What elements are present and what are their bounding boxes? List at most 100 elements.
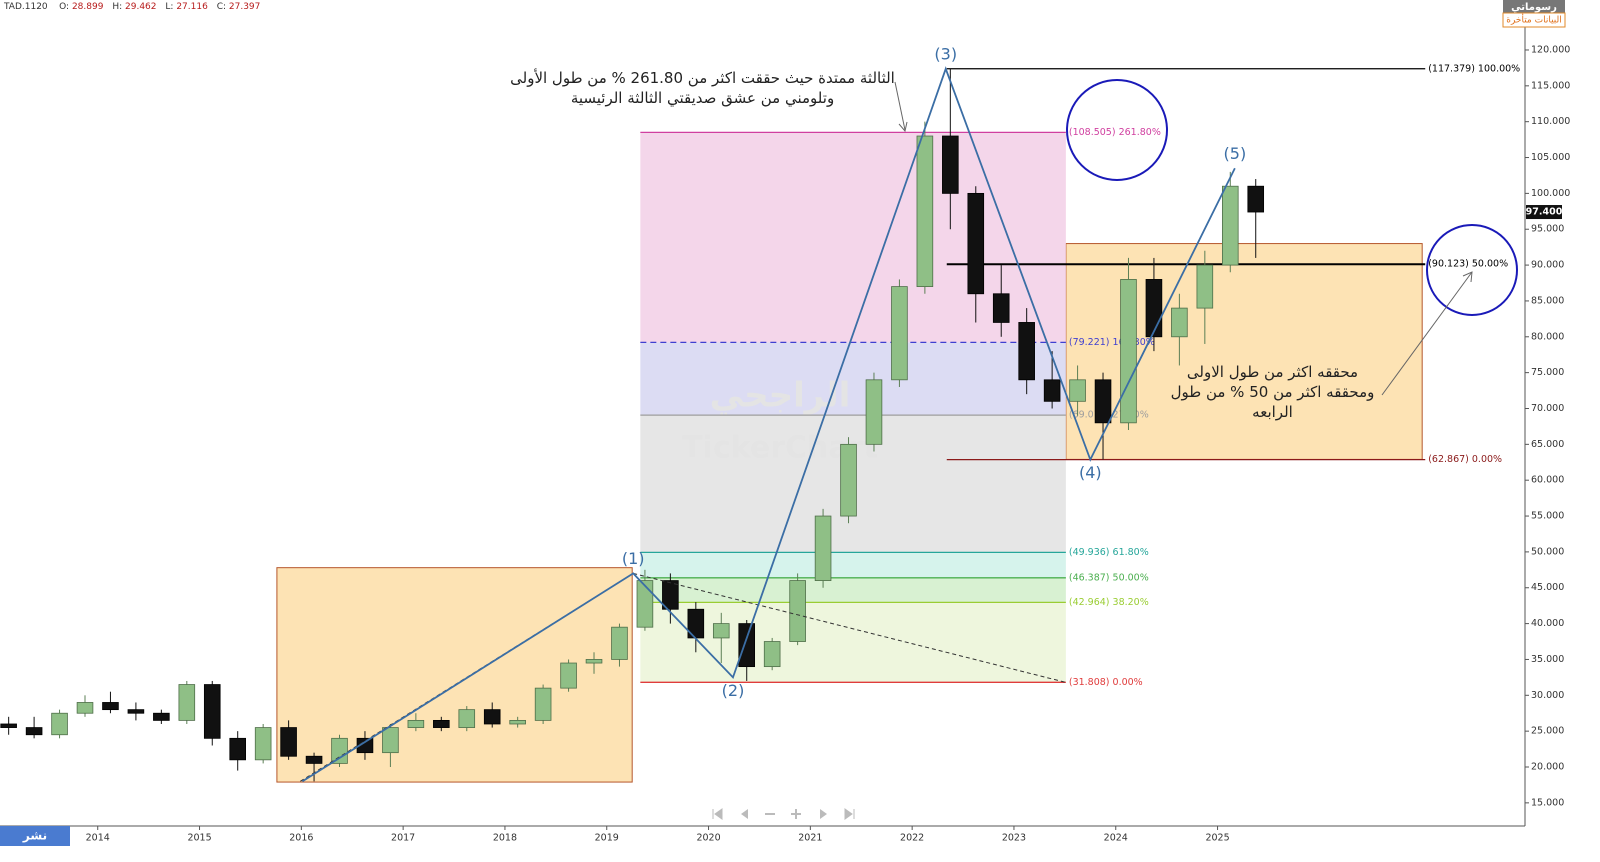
nav-last[interactable] — [844, 808, 855, 820]
candle-body — [840, 443, 857, 517]
candle-body — [611, 626, 628, 660]
wave-label: (5) — [1224, 144, 1247, 163]
badge — [1503, 0, 1565, 13]
x-tick-label: 2022 — [900, 833, 924, 844]
y-tick-label: 90.000 — [1531, 260, 1564, 271]
nav-zoom-in[interactable] — [791, 809, 801, 819]
x-tick-label: 2025 — [1205, 833, 1229, 844]
candle-body — [76, 702, 94, 714]
annotation: الثالثة ممتدة حيث حققت اكثر من 261.80 % … — [505, 68, 900, 108]
candle-body — [1094, 379, 1112, 424]
wave-label: (4) — [1079, 463, 1102, 482]
publish-button[interactable] — [0, 826, 70, 846]
candle-body — [763, 641, 781, 668]
y-tick-label: 85.000 — [1531, 295, 1564, 306]
ohlc-value: 29.462 — [125, 2, 157, 12]
y-tick-label: 50.000 — [1531, 546, 1564, 557]
arrow — [1381, 271, 1473, 396]
candle-body — [483, 709, 501, 725]
candle-body — [127, 709, 145, 714]
fib-label: (117.379) 100.00% — [1428, 63, 1520, 74]
annotation-line: الثالثة ممتدة حيث حققت اكثر من 261.80 % … — [510, 69, 895, 87]
arrow-head — [898, 121, 908, 133]
x-tick-label: 2016 — [289, 833, 313, 844]
ohlc-value: 28.899 — [71, 2, 104, 12]
y-tick-label: 105.000 — [1531, 152, 1570, 163]
fib-label: (90.123) 50.00% — [1428, 259, 1508, 270]
candle-body — [967, 192, 985, 295]
y-tick-label: 120.000 — [1531, 44, 1570, 55]
candle-body — [1018, 322, 1035, 381]
candle-body — [662, 580, 679, 610]
candle-body — [203, 684, 221, 739]
arrow — [894, 81, 906, 131]
fib-label: (46.387) 50.00% — [1069, 572, 1149, 583]
candle-body — [1120, 279, 1137, 424]
annotation-line: وتلومني من عشق صديقتي الثالثة الرئيسية — [570, 89, 835, 107]
y-tick-label: 80.000 — [1531, 331, 1564, 342]
candle-body — [51, 712, 68, 736]
x-tick-label: 2021 — [798, 833, 822, 844]
publish-label[interactable]: نشر — [22, 829, 47, 843]
candle-body — [1196, 264, 1214, 309]
ohlc-value: 27.116 — [176, 2, 208, 12]
candle-body — [229, 737, 246, 761]
nav-zoom-out[interactable] — [765, 813, 775, 815]
candle-body — [254, 727, 272, 761]
x-tick-label: 2017 — [391, 833, 415, 844]
candle-body — [712, 623, 730, 639]
y-tick-label: 30.000 — [1531, 690, 1564, 701]
candle-body — [331, 737, 348, 764]
nav-controls[interactable] — [712, 808, 855, 820]
candle-body — [153, 712, 170, 721]
y-tick-label: 70.000 — [1531, 403, 1564, 414]
candle-body — [25, 727, 43, 736]
watermark: الراجحي — [710, 376, 851, 416]
candle-body — [1247, 185, 1265, 213]
candle-body — [458, 709, 476, 728]
x-tick-label: 2019 — [595, 833, 619, 844]
ohlc-label: H: — [112, 2, 123, 12]
fib-label: (42.964) 38.20% — [1069, 597, 1149, 608]
range-box — [276, 567, 633, 783]
fib-label: (62.867) 0.00% — [1428, 454, 1502, 465]
candle-body — [992, 293, 1010, 323]
y-tick-label: 60.000 — [1531, 475, 1564, 486]
y-tick-label: 20.000 — [1531, 762, 1564, 773]
ohlc-label: C: — [216, 2, 227, 12]
candle-body — [636, 580, 654, 628]
candle-body — [509, 719, 526, 725]
candle-body — [560, 662, 577, 689]
candle-body — [1069, 379, 1086, 402]
y-tick-label: 115.000 — [1531, 80, 1570, 91]
candle-body — [1171, 307, 1188, 338]
y-tick-label: 100.000 — [1531, 188, 1570, 199]
fib-zone — [640, 577, 1066, 603]
wave-label: (2) — [722, 681, 745, 700]
annotation-line: محققه اكثر من طول الاولى — [1186, 363, 1359, 381]
header: TAD.1120 O: 28.899 H: 29.462 L: 27.116 C… — [4, 2, 266, 12]
nav-prev[interactable] — [741, 809, 748, 819]
x-tick-label: 2023 — [1002, 833, 1026, 844]
fib-label: (79.221) 161.80% — [1069, 337, 1155, 348]
candle-body — [407, 719, 425, 728]
candle-body — [891, 286, 908, 381]
nav-first[interactable] — [712, 808, 723, 820]
candle-body — [942, 135, 959, 194]
candle-body — [433, 719, 450, 728]
y-tick-label: 75.000 — [1531, 367, 1564, 378]
y-tick-label: 110.000 — [1531, 116, 1570, 127]
price-tag-label: 97.400 — [1526, 207, 1563, 218]
ohlc-label: O: — [59, 2, 70, 12]
delayed-box — [1502, 12, 1566, 28]
candle-body — [585, 659, 603, 664]
x-tick-label: 2018 — [493, 833, 517, 844]
range-box — [1065, 243, 1423, 460]
y-tick-label: 45.000 — [1531, 582, 1564, 593]
fib-zone — [640, 602, 1066, 683]
y-tick-label: 55.000 — [1531, 511, 1564, 522]
badge-text: رسوماتي — [1511, 2, 1557, 13]
nav-next[interactable] — [820, 809, 827, 819]
candle-body — [789, 580, 806, 642]
